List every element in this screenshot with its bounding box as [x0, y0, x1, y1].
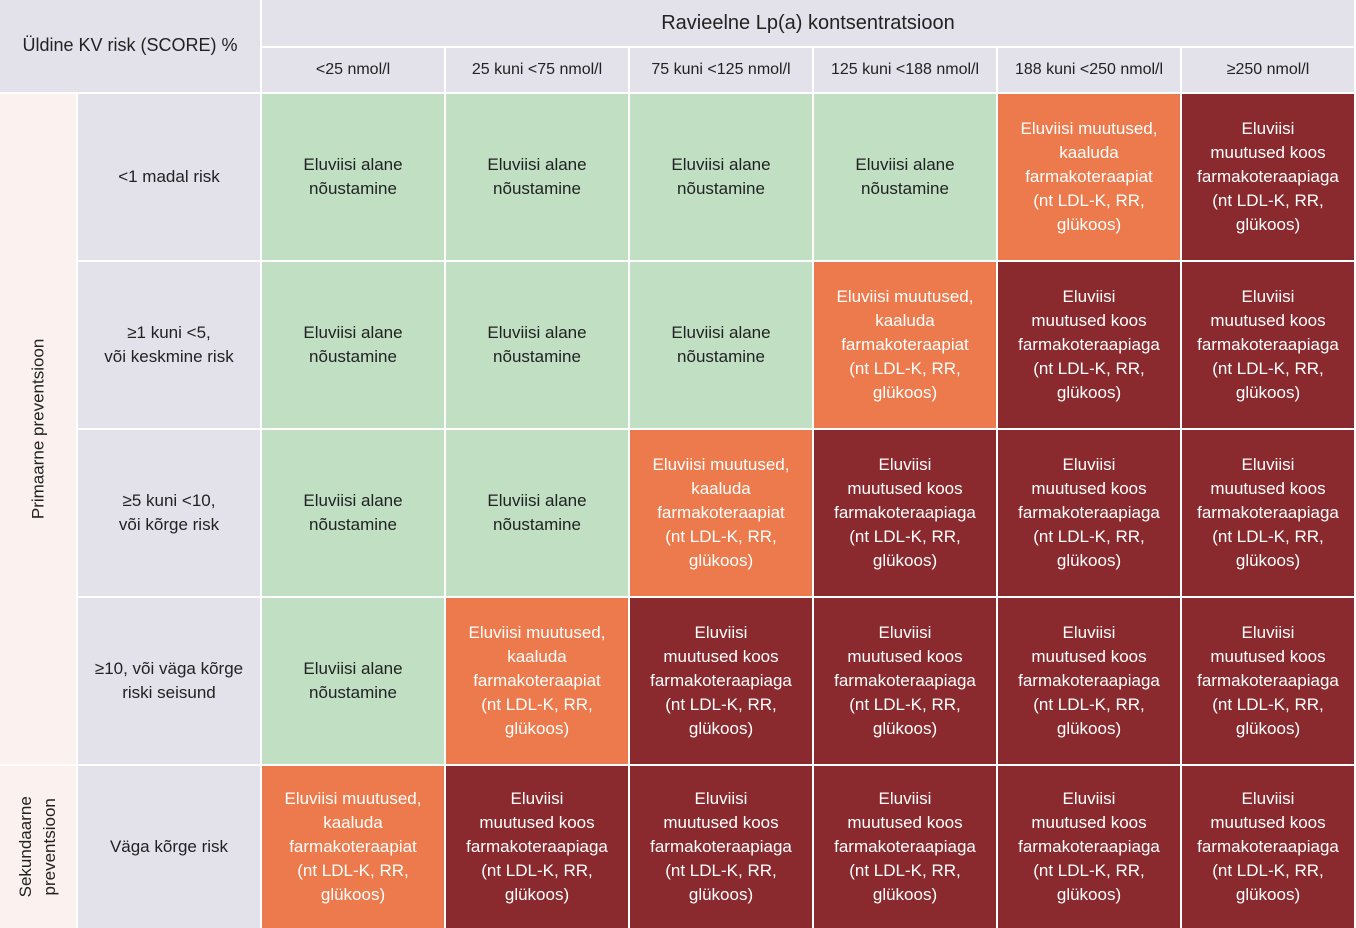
primary-prevention-group: Primaarne preventsioon	[0, 94, 76, 764]
recommendation-cell: Eluviisi muutused koos farmakoteraapiaga…	[446, 766, 628, 928]
recommendation-cell: Eluviisi alane nõustamine	[630, 262, 812, 428]
recommendation-cell: Eluviisi alane nõustamine	[446, 262, 628, 428]
recommendation-cell: Eluviisi muutused koos farmakoteraapiaga…	[814, 598, 996, 764]
recommendation-cell: Eluviisi alane nõustamine	[446, 94, 628, 260]
column-header: 125 kuni <188 nmol/l	[814, 48, 996, 92]
recommendation-cell: Eluviisi muutused koos farmakoteraapiaga…	[814, 430, 996, 596]
recommendation-cell: Eluviisi alane nõustamine	[814, 94, 996, 260]
row-header: Väga kõrge risk	[78, 766, 260, 928]
recommendation-cell: Eluviisi muutused, kaaluda farmakoteraap…	[446, 598, 628, 764]
recommendation-cell: Eluviisi alane nõustamine	[262, 598, 444, 764]
row-header: <1 madal risk	[78, 94, 260, 260]
recommendation-cell: Eluviisi muutused koos farmakoteraapiaga…	[998, 598, 1180, 764]
recommendation-cell: Eluviisi muutused koos farmakoteraapiaga…	[1182, 94, 1354, 260]
column-header: 25 kuni <75 nmol/l	[446, 48, 628, 92]
lpa-concentration-title: Ravieelne Lp(a) kontsentratsioon	[262, 0, 1354, 46]
recommendation-cell: Eluviisi muutused koos farmakoteraapiaga…	[998, 766, 1180, 928]
recommendation-cell: Eluviisi muutused koos farmakoteraapiaga…	[1182, 262, 1354, 428]
recommendation-cell: Eluviisi alane nõustamine	[262, 430, 444, 596]
recommendation-cell: Eluviisi muutused koos farmakoteraapiaga…	[814, 766, 996, 928]
group-label-secondary: Sekundaarne preventsioon	[16, 796, 60, 898]
recommendation-cell: Eluviisi muutused, kaaluda farmakoteraap…	[998, 94, 1180, 260]
group-label-primary: Primaarne preventsioon	[28, 338, 48, 520]
recommendation-cell: Eluviisi muutused koos farmakoteraapiaga…	[998, 430, 1180, 596]
row-header: ≥1 kuni <5, või keskmine risk	[78, 262, 260, 428]
column-header: 75 kuni <125 nmol/l	[630, 48, 812, 92]
recommendation-cell: Eluviisi muutused, kaaluda farmakoteraap…	[814, 262, 996, 428]
recommendation-cell: Eluviisi muutused koos farmakoteraapiaga…	[1182, 598, 1354, 764]
recommendation-cell: Eluviisi alane nõustamine	[262, 94, 444, 260]
recommendation-cell: Eluviisi muutused koos farmakoteraapiaga…	[1182, 430, 1354, 596]
column-header: ≥250 nmol/l	[1182, 48, 1354, 92]
recommendation-cell: Eluviisi muutused, kaaluda farmakoteraap…	[630, 430, 812, 596]
recommendation-cell: Eluviisi alane nõustamine	[630, 94, 812, 260]
row-header: ≥10, või väga kõrge riski seisund	[78, 598, 260, 764]
recommendation-cell: Eluviisi muutused koos farmakoteraapiaga…	[630, 598, 812, 764]
recommendation-cell: Eluviisi muutused koos farmakoteraapiaga…	[998, 262, 1180, 428]
recommendation-cell: Eluviisi muutused, kaaluda farmakoteraap…	[262, 766, 444, 928]
secondary-prevention-group: Sekundaarne preventsioon	[0, 766, 76, 928]
recommendation-cell: Eluviisi alane nõustamine	[262, 262, 444, 428]
recommendation-cell: Eluviisi alane nõustamine	[446, 430, 628, 596]
recommendation-cell: Eluviisi muutused koos farmakoteraapiaga…	[1182, 766, 1354, 928]
recommendation-cell: Eluviisi muutused koos farmakoteraapiaga…	[630, 766, 812, 928]
column-header: 188 kuni <250 nmol/l	[998, 48, 1180, 92]
row-header: ≥5 kuni <10, või kõrge risk	[78, 430, 260, 596]
corner-header: Üldine KV risk (SCORE) %	[0, 0, 260, 92]
column-header: <25 nmol/l	[262, 48, 444, 92]
